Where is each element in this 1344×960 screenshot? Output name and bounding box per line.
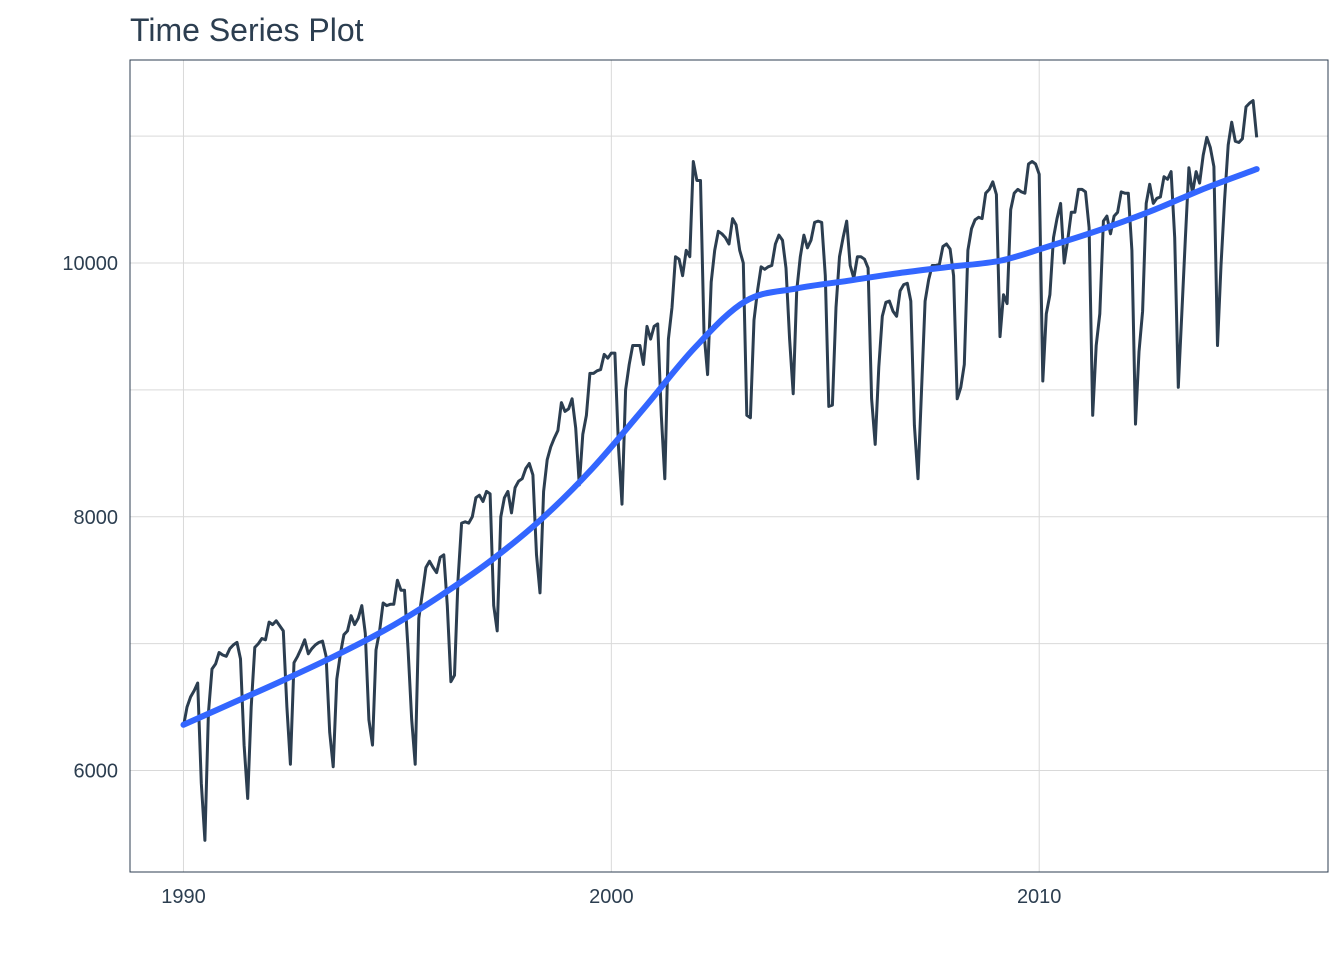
- y-tick-label: 8000: [74, 507, 119, 529]
- x-tick-label: 2000: [589, 886, 634, 908]
- x-tick-label: 2010: [1017, 886, 1062, 908]
- trend-line: [180, 166, 1260, 728]
- x-tick-label: 1990: [161, 886, 206, 908]
- y-tick-label: 10000: [62, 253, 118, 275]
- panel-border: [129, 59, 1329, 873]
- chart-title: Time Series Plot: [130, 12, 364, 48]
- grid-lines: [130, 60, 1328, 872]
- y-tick-label: 6000: [74, 761, 119, 783]
- axis-labels: 6000 8000 10000 1990 2000 2010: [62, 253, 1061, 908]
- series-line: [182, 99, 1259, 842]
